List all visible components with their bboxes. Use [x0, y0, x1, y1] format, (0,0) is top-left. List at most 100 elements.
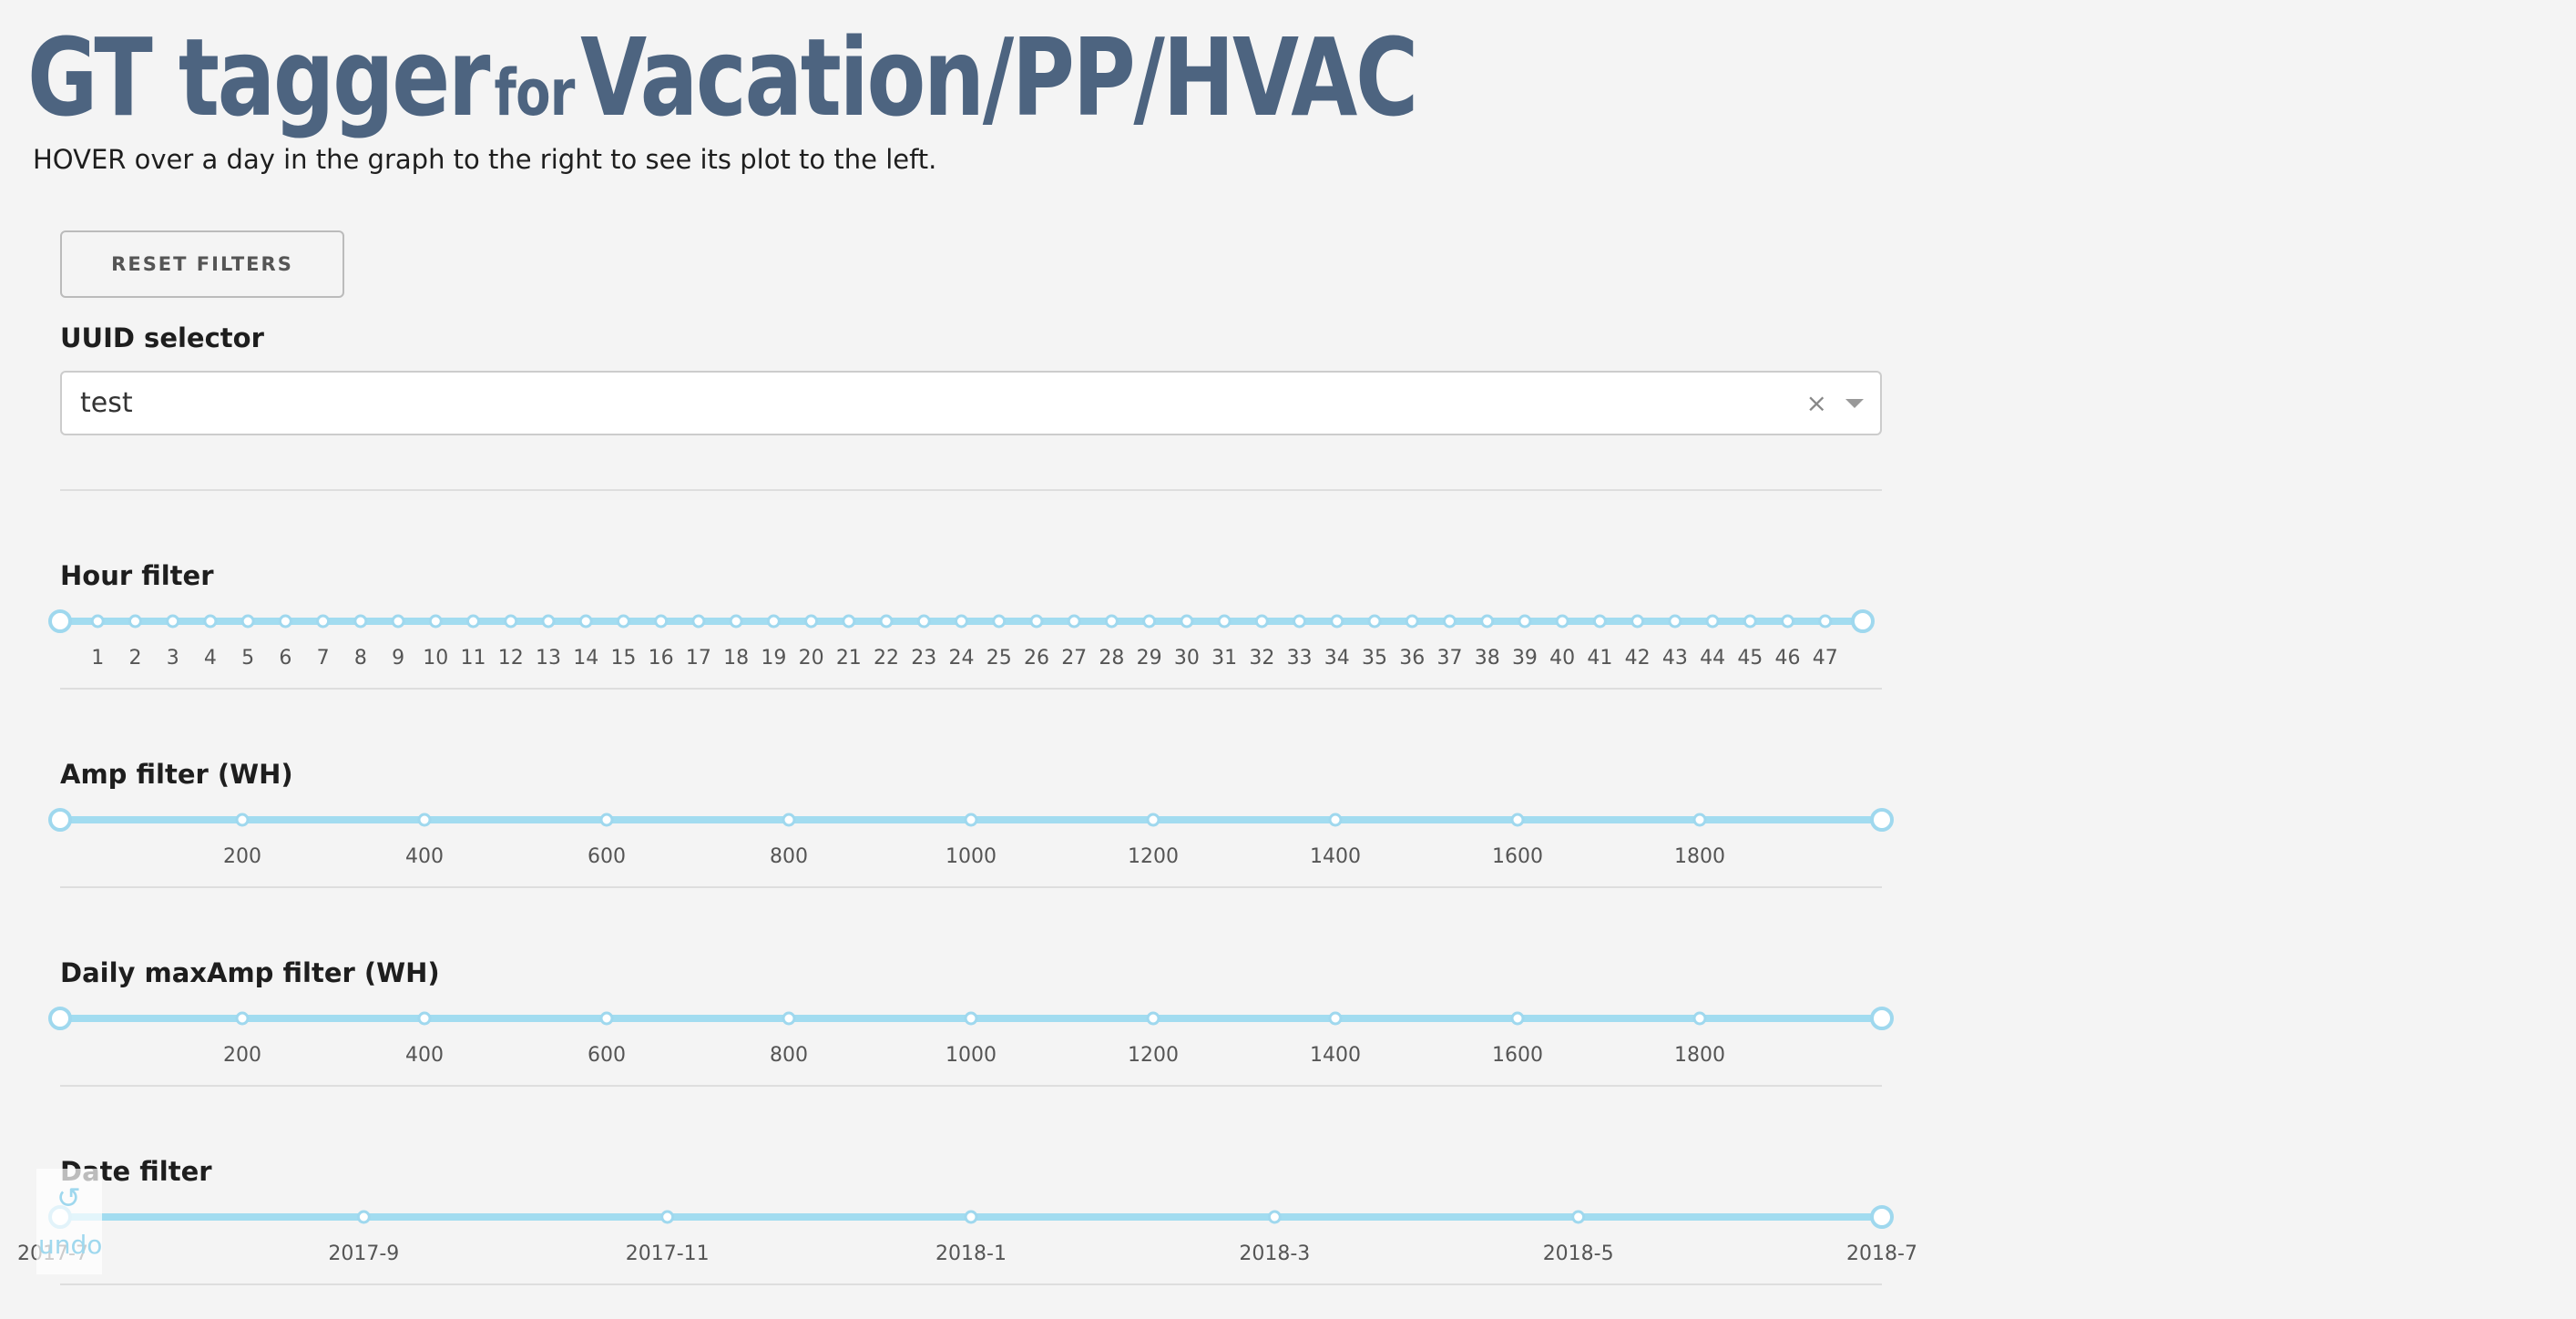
slider-mark-dot: [417, 813, 432, 827]
slider-mark-dot: [1442, 614, 1457, 629]
slider-mark-label: 6: [279, 647, 291, 670]
slider-mark-label: 7: [317, 647, 330, 670]
slider-mark-dot: [1067, 614, 1081, 629]
slider-handle-max[interactable]: [1870, 1205, 1894, 1229]
slider-mark-dot: [1781, 614, 1795, 629]
slider-mark-dot: [1571, 1210, 1586, 1224]
slider-mark-label: 200: [223, 845, 261, 868]
slider-mark-label: 21: [836, 647, 862, 670]
uuid-selector-dropdown[interactable]: test ×: [60, 371, 1882, 435]
maxamp-filter-label: Daily maxAmp filter (WH): [60, 957, 440, 988]
slider-handle-min[interactable]: [48, 808, 72, 832]
slider-mark-label: 3: [167, 647, 179, 670]
slider-mark-dot: [541, 614, 556, 629]
slider-mark-label: 8: [354, 647, 367, 670]
slider-mark-label: 5: [241, 647, 254, 670]
slider-mark-label: 14: [573, 647, 598, 670]
slider-mark-dot: [1480, 614, 1495, 629]
divider: [60, 886, 1882, 888]
slider-mark-dot: [1146, 813, 1160, 827]
slider-mark-label: 2018-3: [1239, 1242, 1310, 1265]
slider-mark-label: 26: [1024, 647, 1049, 670]
slider-mark-dot: [916, 614, 931, 629]
slider-mark-dot: [1668, 614, 1682, 629]
slider-mark-dot: [1104, 614, 1119, 629]
slider-mark-dot: [1254, 614, 1269, 629]
slider-mark-label: 200: [223, 1044, 261, 1067]
slider-mark-label: 400: [405, 1044, 444, 1067]
slider-mark-label: 35: [1362, 647, 1387, 670]
slider-mark-dot: [1328, 1011, 1343, 1026]
slider-handle-max[interactable]: [1870, 1007, 1894, 1030]
slider-mark-label: 38: [1475, 647, 1500, 670]
clear-icon[interactable]: ×: [1805, 388, 1827, 418]
undo-button[interactable]: ↺ undo: [36, 1169, 102, 1274]
slider-mark-dot: [660, 1210, 675, 1224]
divider: [60, 688, 1882, 690]
slider-mark-label: 22: [874, 647, 899, 670]
slider-mark-dot: [964, 813, 978, 827]
slider-mark-label: 400: [405, 845, 444, 868]
reset-filters-button[interactable]: RESET FILTERS: [60, 230, 344, 298]
slider-mark-label: 1400: [1310, 1044, 1361, 1067]
divider: [60, 1283, 1882, 1285]
slider-mark-dot: [1510, 813, 1525, 827]
slider-mark-dot: [992, 614, 1007, 629]
divider: [60, 489, 1882, 491]
slider-mark-dot: [1555, 614, 1569, 629]
slider-mark-label: 16: [649, 647, 674, 670]
slider-mark-dot: [766, 614, 781, 629]
slider-mark-dot: [316, 614, 331, 629]
slider-mark-label: 600: [588, 845, 626, 868]
slider-mark-label: 18: [723, 647, 749, 670]
slider-mark-label: 11: [461, 647, 486, 670]
slider-mark-label: 47: [1813, 647, 1838, 670]
slider-handle-max[interactable]: [1870, 808, 1894, 832]
slider-mark-dot: [964, 1210, 978, 1224]
slider-mark-dot: [353, 614, 368, 629]
uuid-selected-value: test: [80, 387, 133, 419]
slider-mark-label: 19: [761, 647, 786, 670]
slider-mark-dot: [1293, 614, 1307, 629]
slider-mark-dot: [278, 614, 292, 629]
title-for: for: [494, 56, 576, 130]
slider-handle-min[interactable]: [48, 609, 72, 633]
amp-filter-label: Amp filter (WH): [60, 759, 293, 790]
slider-mark-dot: [1692, 1011, 1707, 1026]
undo-label: undo: [38, 1230, 103, 1260]
page-title: GT tagger for Vacation/PP/HVAC: [27, 9, 1418, 173]
slider-mark-label: 43: [1662, 647, 1688, 670]
slider-mark-label: 1: [91, 647, 104, 670]
slider-mark-label: 800: [770, 1044, 808, 1067]
slider-mark-label: 23: [911, 647, 936, 670]
slider-mark-dot: [599, 1011, 614, 1026]
slider-handle-min[interactable]: [48, 1007, 72, 1030]
slider-mark-label: 2017-11: [626, 1242, 710, 1265]
slider-mark-label: 2018-5: [1543, 1242, 1614, 1265]
slider-mark-dot: [1518, 614, 1532, 629]
slider-mark-label: 1800: [1674, 845, 1725, 868]
slider-mark-label: 40: [1549, 647, 1575, 670]
slider-mark-dot: [391, 614, 405, 629]
slider-mark-dot: [654, 614, 669, 629]
slider-mark-dot: [90, 614, 105, 629]
title-main: GT tagger: [27, 15, 490, 140]
slider-mark-label: 1200: [1128, 1044, 1179, 1067]
slider-mark-dot: [128, 614, 142, 629]
chevron-down-icon[interactable]: [1845, 399, 1864, 408]
slider-mark-dot: [1743, 614, 1757, 629]
slider-mark-label: 15: [610, 647, 636, 670]
slider-mark-dot: [1029, 614, 1044, 629]
slider-mark-dot: [599, 813, 614, 827]
slider-mark-dot: [1592, 614, 1607, 629]
slider-mark-label: 33: [1287, 647, 1313, 670]
slider-mark-label: 20: [799, 647, 824, 670]
slider-mark-dot: [1142, 614, 1157, 629]
slider-mark-label: 13: [536, 647, 561, 670]
slider-mark-label: 46: [1775, 647, 1801, 670]
slider-handle-max[interactable]: [1851, 609, 1875, 633]
slider-mark-label: 44: [1700, 647, 1725, 670]
